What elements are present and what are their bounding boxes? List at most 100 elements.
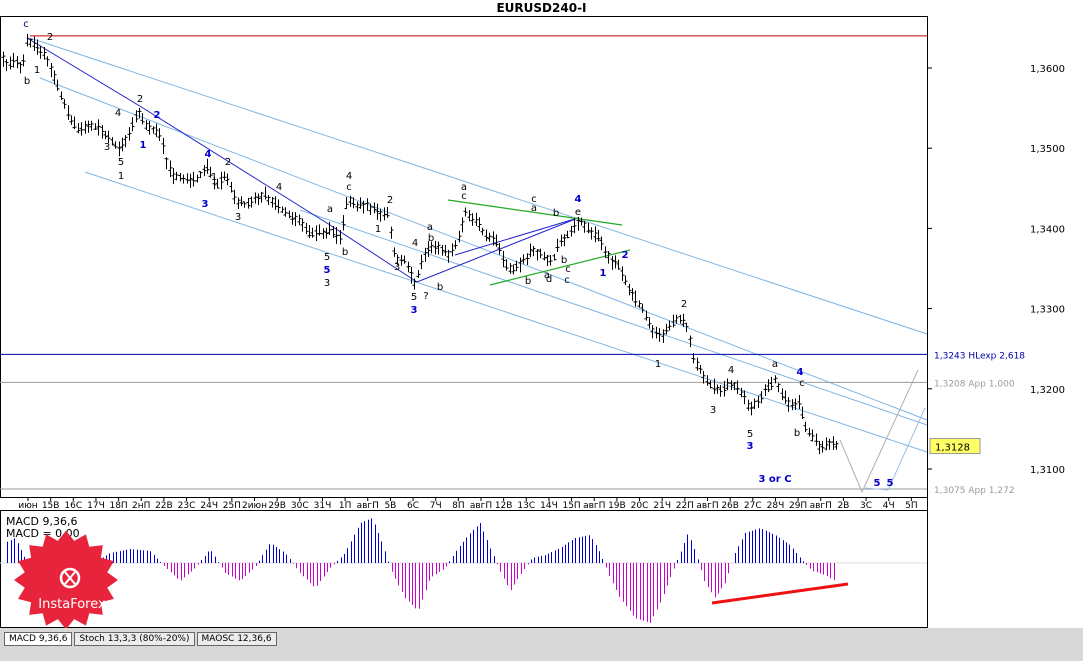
date-tick-label: 19B: [608, 501, 626, 511]
date-tick-label: 4Ч: [883, 501, 895, 511]
wave-line: [329, 224, 418, 283]
indicator-tabs: MACD 9,36,6 Stoch 13,3,3 (80%-20%) MAOSC…: [0, 628, 1083, 661]
date-tick-label: 7Ч: [430, 501, 442, 511]
wave-label: 4: [205, 149, 212, 160]
wave-label: 1: [140, 140, 147, 151]
current-price-box: [929, 438, 981, 455]
divergence-line: [711, 582, 849, 605]
wave-label: 2: [47, 32, 53, 43]
wave-label: a: [461, 182, 467, 193]
wave-label: 4: [276, 182, 282, 193]
wave-line: [142, 107, 331, 226]
triangle-line: [447, 199, 623, 226]
date-tick-label: 21Ч: [653, 501, 671, 511]
wave-label: e: [575, 207, 581, 218]
wave-label: 2: [137, 94, 143, 105]
tab-macd[interactable]: MACD 9,36,6: [4, 632, 73, 646]
wave-label: 4: [728, 365, 734, 376]
instaforex-logo: InstaForex: [14, 530, 118, 630]
wave-label: 4: [412, 238, 418, 249]
wave-label: 5: [747, 429, 753, 440]
wave-label: 5: [874, 478, 881, 489]
date-tick-label: 29B: [268, 501, 286, 511]
price-tick-label: 1,3100: [1030, 465, 1065, 476]
wave-label: 1: [600, 268, 607, 279]
triangle-line: [489, 249, 631, 286]
date-tick-label: 20C: [631, 501, 649, 511]
wave-label: 1: [655, 359, 661, 370]
date-tick-label: 16C: [64, 501, 82, 511]
wave-label: b: [437, 282, 443, 293]
date-tick-label: 17Ч: [87, 501, 105, 511]
date-tick-label: 5B: [384, 501, 396, 511]
wave-label: c: [23, 19, 29, 30]
wave-label: 5: [887, 478, 894, 489]
wave-label: 3: [235, 212, 241, 223]
wave-line: [416, 217, 579, 283]
date-tick-label: 31Ч: [314, 501, 332, 511]
forecast-path: [864, 407, 926, 491]
wave-label: b: [428, 233, 434, 244]
wave-label: c: [799, 378, 805, 389]
date-tick-label: 15П: [562, 501, 580, 511]
channel-line: [299, 209, 928, 426]
date-tick-label: 5П: [905, 501, 918, 511]
wave-label: 3: [710, 405, 716, 416]
wave-label: 3: [747, 441, 754, 452]
date-tick-label: 25П: [223, 501, 241, 511]
wave-label: c: [565, 264, 571, 275]
price-tick-label: 1,3200: [1030, 385, 1065, 396]
wave-label: b: [342, 247, 348, 258]
date-tick-label: 1П: [339, 501, 352, 511]
wave-label: a: [531, 203, 537, 214]
chart-title: EURUSD240-I: [496, 1, 587, 15]
level-label: 1,3075 App 1,272: [934, 486, 1015, 496]
wave-label: 4: [575, 194, 582, 205]
wave-label: 4: [797, 367, 804, 378]
date-tick-label: 29П: [789, 501, 807, 511]
wave-label: b: [794, 428, 800, 439]
price-tick-label: 1,3300: [1030, 305, 1065, 316]
tab-maosc[interactable]: MAOSC 12,36,6: [196, 632, 277, 646]
wave-label: 3: [411, 305, 418, 316]
wave-label: c: [564, 275, 570, 286]
wave-label: 2: [622, 250, 629, 261]
price-tick-label: 1,3400: [1030, 224, 1065, 235]
wave-label: 5: [324, 265, 331, 276]
wave-label: c: [531, 194, 537, 205]
date-tick-label: авгП: [583, 501, 605, 511]
wave-label: 3: [202, 199, 209, 210]
date-tick-label: авгП: [357, 501, 379, 511]
date-tick-label: 6C: [407, 501, 419, 511]
date-tick-label: 26B: [721, 501, 739, 511]
wave-label: 2: [387, 195, 393, 206]
wave-label: 2: [681, 299, 687, 310]
wave-label: 2: [154, 110, 161, 121]
wave-label: b: [525, 276, 531, 287]
tab-stoch[interactable]: Stoch 13,3,3 (80%-20%): [74, 632, 195, 646]
date-tick-label: 23C: [178, 501, 196, 511]
wave-label: d: [546, 274, 552, 285]
wave-label: 1: [375, 224, 381, 235]
channel-line: [29, 37, 928, 335]
level-label: 1,3243 HLexp 2,618: [934, 351, 1025, 361]
wave-label: a: [327, 204, 333, 215]
wave-label: b: [553, 208, 559, 219]
date-tick-label: 30C: [291, 501, 309, 511]
channel-line: [39, 77, 928, 421]
date-tick-label: авгП: [810, 501, 832, 511]
wave-label: a: [427, 222, 433, 233]
wave-label: b: [561, 255, 567, 266]
indicator-name: MACD 9,36,6: [6, 515, 77, 528]
price-chart[interactable]: 1,3243 HLexp 2,618 1,3208 App 1,000 1,3075…: [0, 0, 1083, 628]
logo-text: InstaForex: [38, 597, 106, 612]
level-label: 1,3208 App 1,000: [934, 379, 1015, 389]
wave-label: 5: [118, 157, 124, 168]
price-tick-label: 1,3500: [1030, 144, 1065, 155]
date-tick-label: авгП: [470, 501, 492, 511]
wave-label: 4: [346, 171, 352, 182]
wave-label: 1: [211, 172, 217, 183]
date-tick-label: 24Ч: [200, 501, 218, 511]
wave-label: 1: [34, 65, 40, 76]
date-tick-label: июн: [18, 501, 37, 511]
